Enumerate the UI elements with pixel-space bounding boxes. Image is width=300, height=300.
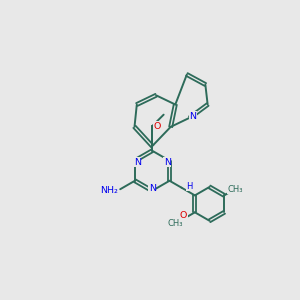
Text: N: N [190,112,196,121]
Text: H: H [186,182,193,191]
Text: NH₂: NH₂ [100,186,118,195]
Text: N: N [164,158,171,166]
Text: O: O [154,122,161,130]
Text: CH₃: CH₃ [227,185,243,194]
Text: O: O [180,211,187,220]
Text: CH₃: CH₃ [167,219,183,228]
Text: N: N [134,158,141,166]
Text: N: N [149,184,156,193]
